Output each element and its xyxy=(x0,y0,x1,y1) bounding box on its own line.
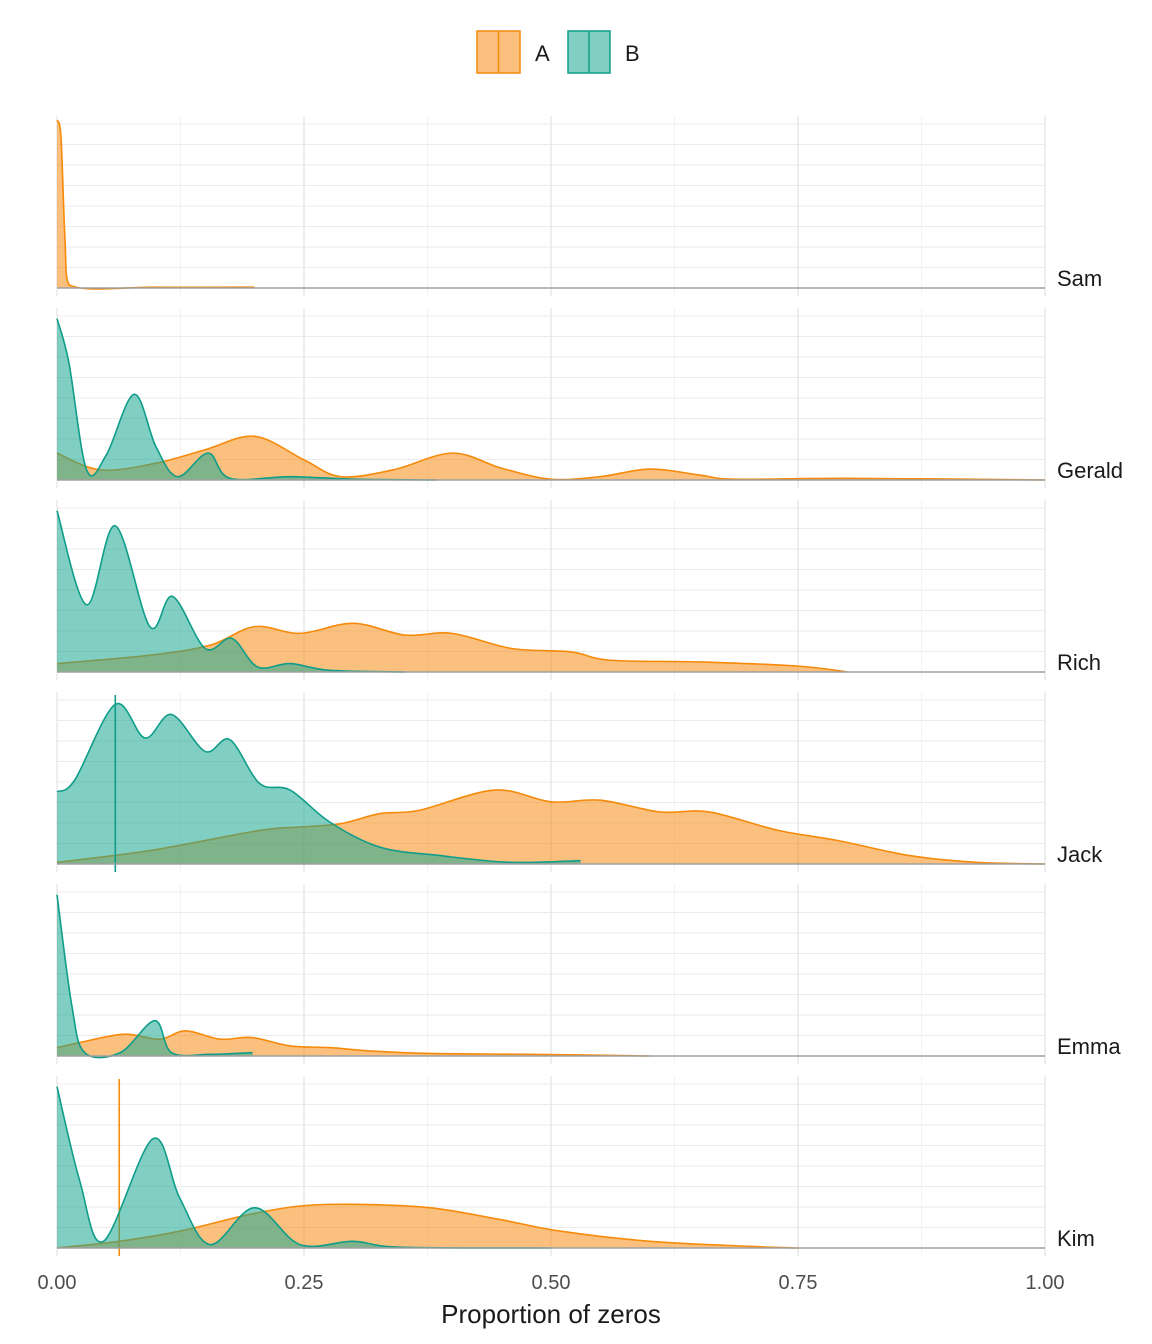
x-axis-label: Proportion of zeros xyxy=(441,1299,661,1329)
density-area-b xyxy=(57,318,437,480)
density-line-b xyxy=(56,510,406,673)
density-line-a xyxy=(56,1029,650,1057)
ridge-label: Sam xyxy=(1057,266,1102,291)
density-area-b xyxy=(57,510,406,672)
x-tick-label: 0.25 xyxy=(285,1272,324,1294)
x-tick-label: 0.50 xyxy=(532,1272,571,1294)
ridge-label: Rich xyxy=(1057,650,1101,675)
density-area-b xyxy=(57,1086,551,1248)
ridge-label: Emma xyxy=(1057,1034,1121,1059)
density-area-a xyxy=(57,436,1045,480)
density-line-b xyxy=(56,318,437,481)
ridge-rich: Rich xyxy=(56,510,1101,675)
ridge-jack: Jack xyxy=(56,695,1103,872)
density-line-b xyxy=(56,894,253,1059)
density-line-a xyxy=(56,119,255,290)
ridge-label: Jack xyxy=(1057,842,1103,867)
density-area-b xyxy=(57,894,253,1058)
x-tick-label: 0.00 xyxy=(38,1272,77,1294)
x-tick-label: 1.00 xyxy=(1026,1272,1065,1294)
density-area-a xyxy=(57,623,848,672)
ridge-label: Gerald xyxy=(1057,458,1123,483)
density-line-b xyxy=(56,1086,552,1249)
ridge-sam: Sam xyxy=(56,119,1102,291)
density-line-a xyxy=(56,622,848,673)
legend-label-a: A xyxy=(535,41,550,66)
ridge-kim: Kim xyxy=(56,1079,1095,1256)
legend-label-b: B xyxy=(625,41,640,66)
density-line-a xyxy=(56,435,1046,481)
legend: A B xyxy=(476,30,640,74)
density-area-a xyxy=(57,1030,650,1056)
x-tick-label: 0.75 xyxy=(779,1272,818,1294)
density-area-b xyxy=(57,703,581,864)
ridge-label: Kim xyxy=(1057,1226,1095,1251)
ridge-emma: Emma xyxy=(56,894,1121,1059)
ridge-gerald: Gerald xyxy=(56,318,1123,483)
density-area-a xyxy=(57,120,255,289)
